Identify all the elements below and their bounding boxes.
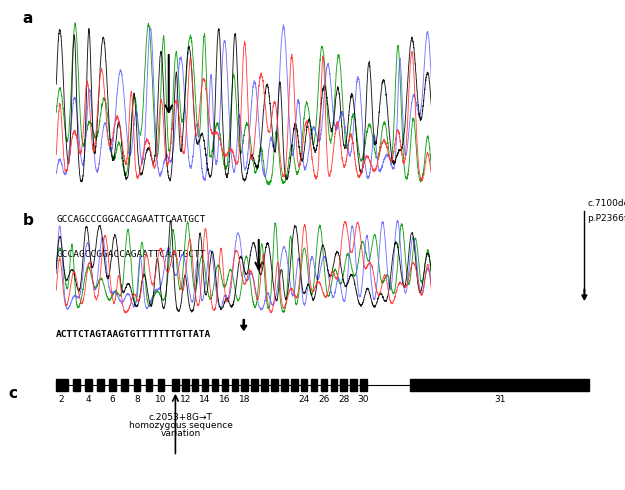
Text: ACTTCTAGTAAGTGTTTTTTTGTTATA: ACTTCTAGTAAGTGTTTTTTTGTTATA: [56, 330, 211, 339]
Text: 24: 24: [299, 394, 310, 404]
Bar: [341, 379, 347, 391]
Bar: [311, 379, 318, 391]
Bar: [251, 379, 258, 391]
Text: p.P2366fsX2401: p.P2366fsX2401: [588, 214, 625, 223]
Text: 26: 26: [318, 394, 329, 404]
Text: 4: 4: [86, 394, 91, 404]
Bar: [222, 379, 228, 391]
Bar: [172, 379, 179, 391]
Text: c: c: [9, 386, 18, 401]
Bar: [291, 379, 298, 391]
Text: variation: variation: [161, 429, 201, 438]
Text: GCCAGCCCGGACCAGAATTCAATGCT: GCCAGCCCGGACCAGAATTCAATGCT: [56, 215, 206, 223]
Bar: [360, 379, 367, 391]
Bar: [121, 379, 128, 391]
Text: 31: 31: [494, 394, 506, 404]
Bar: [212, 379, 218, 391]
Bar: [241, 379, 248, 391]
Text: 12: 12: [179, 394, 191, 404]
Text: 6: 6: [110, 394, 116, 404]
Text: 18: 18: [239, 394, 251, 404]
Bar: [56, 379, 68, 391]
Text: 8: 8: [134, 394, 140, 404]
Bar: [271, 379, 278, 391]
Text: 16: 16: [219, 394, 231, 404]
Bar: [202, 379, 208, 391]
Bar: [73, 379, 80, 391]
Bar: [158, 379, 164, 391]
Text: homozygous sequence: homozygous sequence: [129, 421, 233, 430]
Text: 28: 28: [338, 394, 349, 404]
Text: GCCAGCCGGACCAGAATTCAATGCTT: GCCAGCCGGACCAGAATTCAATGCTT: [56, 250, 206, 259]
Bar: [281, 379, 288, 391]
Text: 2: 2: [59, 394, 64, 404]
Bar: [192, 379, 199, 391]
Text: b: b: [22, 214, 33, 228]
Text: c.7100delC: c.7100delC: [588, 199, 625, 208]
Text: a: a: [22, 11, 33, 26]
Bar: [350, 379, 357, 391]
Bar: [146, 379, 152, 391]
Bar: [331, 379, 337, 391]
Bar: [98, 379, 104, 391]
Bar: [182, 379, 189, 391]
Bar: [134, 379, 140, 391]
Bar: [301, 379, 308, 391]
Bar: [321, 379, 328, 391]
Text: c.2053+8G→T: c.2053+8G→T: [149, 413, 213, 422]
Text: 10: 10: [156, 394, 167, 404]
Text: 30: 30: [357, 394, 369, 404]
Bar: [261, 379, 268, 391]
Text: 14: 14: [199, 394, 211, 404]
Bar: [109, 379, 116, 391]
Bar: [231, 379, 238, 391]
Bar: [85, 379, 92, 391]
Bar: [410, 379, 589, 391]
